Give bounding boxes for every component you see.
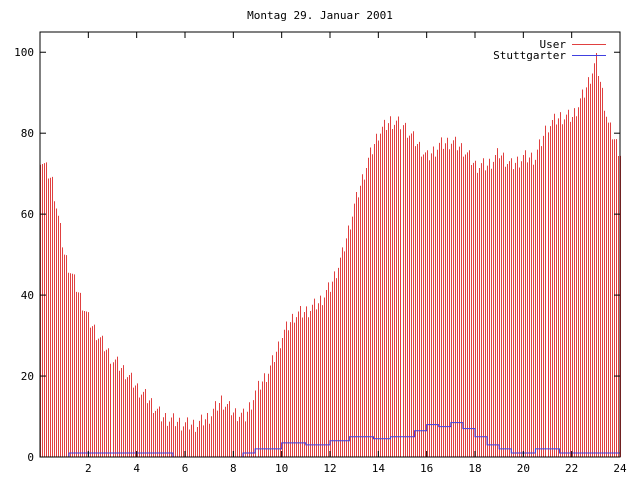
y-tick-label: 0 (27, 451, 34, 464)
user-series-bars (40, 53, 621, 457)
y-tick-label: 100 (14, 46, 34, 59)
x-tick-label: 10 (275, 462, 288, 475)
y-tick-label: 40 (21, 289, 34, 302)
y-tick-label: 80 (21, 127, 34, 140)
y-tick-label: 20 (21, 370, 34, 383)
x-tick-label: 4 (133, 462, 140, 475)
x-tick-label: 14 (372, 462, 386, 475)
y-tick-label: 60 (21, 208, 34, 221)
legend-label-stuttgarter: Stuttgarter (493, 49, 566, 62)
legend-label-user: User (540, 38, 567, 51)
stuttgarter-step-line (40, 422, 620, 458)
x-tick-label: 16 (420, 462, 433, 475)
x-tick-label: 12 (323, 462, 336, 475)
x-tick-label: 24 (613, 462, 627, 475)
x-tick-label: 8 (230, 462, 237, 475)
legend: User Stuttgarter (493, 38, 606, 62)
chart-title: Montag 29. Januar 2001 (247, 9, 393, 22)
stuttgarter-series-line (40, 422, 620, 458)
x-tick-label: 2 (85, 462, 92, 475)
x-tick-label: 6 (182, 462, 189, 475)
x-tick-label: 20 (517, 462, 530, 475)
x-tick-label: 22 (565, 462, 578, 475)
x-tick-label: 18 (468, 462, 481, 475)
